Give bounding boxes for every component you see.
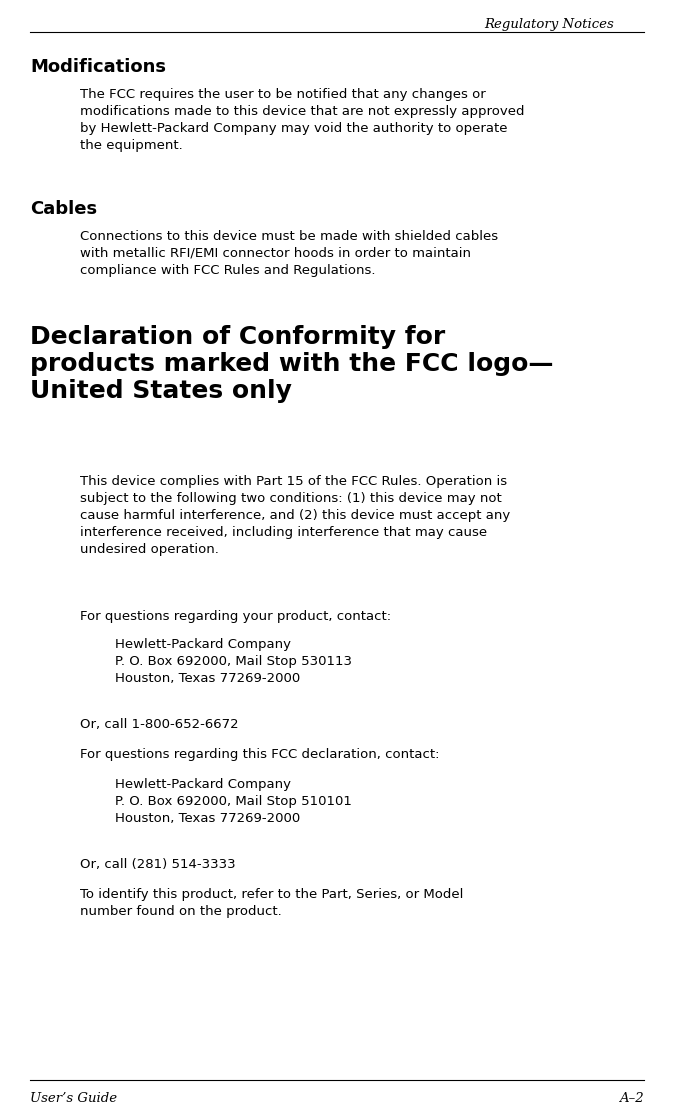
Text: For questions regarding this FCC declaration, contact:: For questions regarding this FCC declara… (80, 748, 439, 761)
Text: This device complies with Part 15 of the FCC Rules. Operation is
subject to the : This device complies with Part 15 of the… (80, 475, 510, 556)
Text: Or, call (281) 514-3333: Or, call (281) 514-3333 (80, 858, 236, 871)
Text: For questions regarding your product, contact:: For questions regarding your product, co… (80, 610, 391, 623)
Text: The FCC requires the user to be notified that any changes or
modifications made : The FCC requires the user to be notified… (80, 88, 524, 152)
Text: Connections to this device must be made with shielded cables
with metallic RFI/E: Connections to this device must be made … (80, 230, 498, 277)
Text: Cables: Cables (30, 200, 97, 218)
Text: To identify this product, refer to the Part, Series, or Model
number found on th: To identify this product, refer to the P… (80, 888, 464, 918)
Text: Modifications: Modifications (30, 58, 166, 76)
Text: User’s Guide: User’s Guide (30, 1092, 117, 1105)
Text: A–2: A–2 (619, 1092, 644, 1105)
Text: Regulatory Notices: Regulatory Notices (484, 18, 614, 31)
Text: Hewlett-Packard Company
P. O. Box 692000, Mail Stop 510101
Houston, Texas 77269-: Hewlett-Packard Company P. O. Box 692000… (115, 778, 352, 825)
Text: Hewlett-Packard Company
P. O. Box 692000, Mail Stop 530113
Houston, Texas 77269-: Hewlett-Packard Company P. O. Box 692000… (115, 638, 352, 684)
Text: Or, call 1-800-652-6672: Or, call 1-800-652-6672 (80, 718, 239, 731)
Text: Declaration of Conformity for
products marked with the FCC logo—
United States o: Declaration of Conformity for products m… (30, 325, 553, 403)
